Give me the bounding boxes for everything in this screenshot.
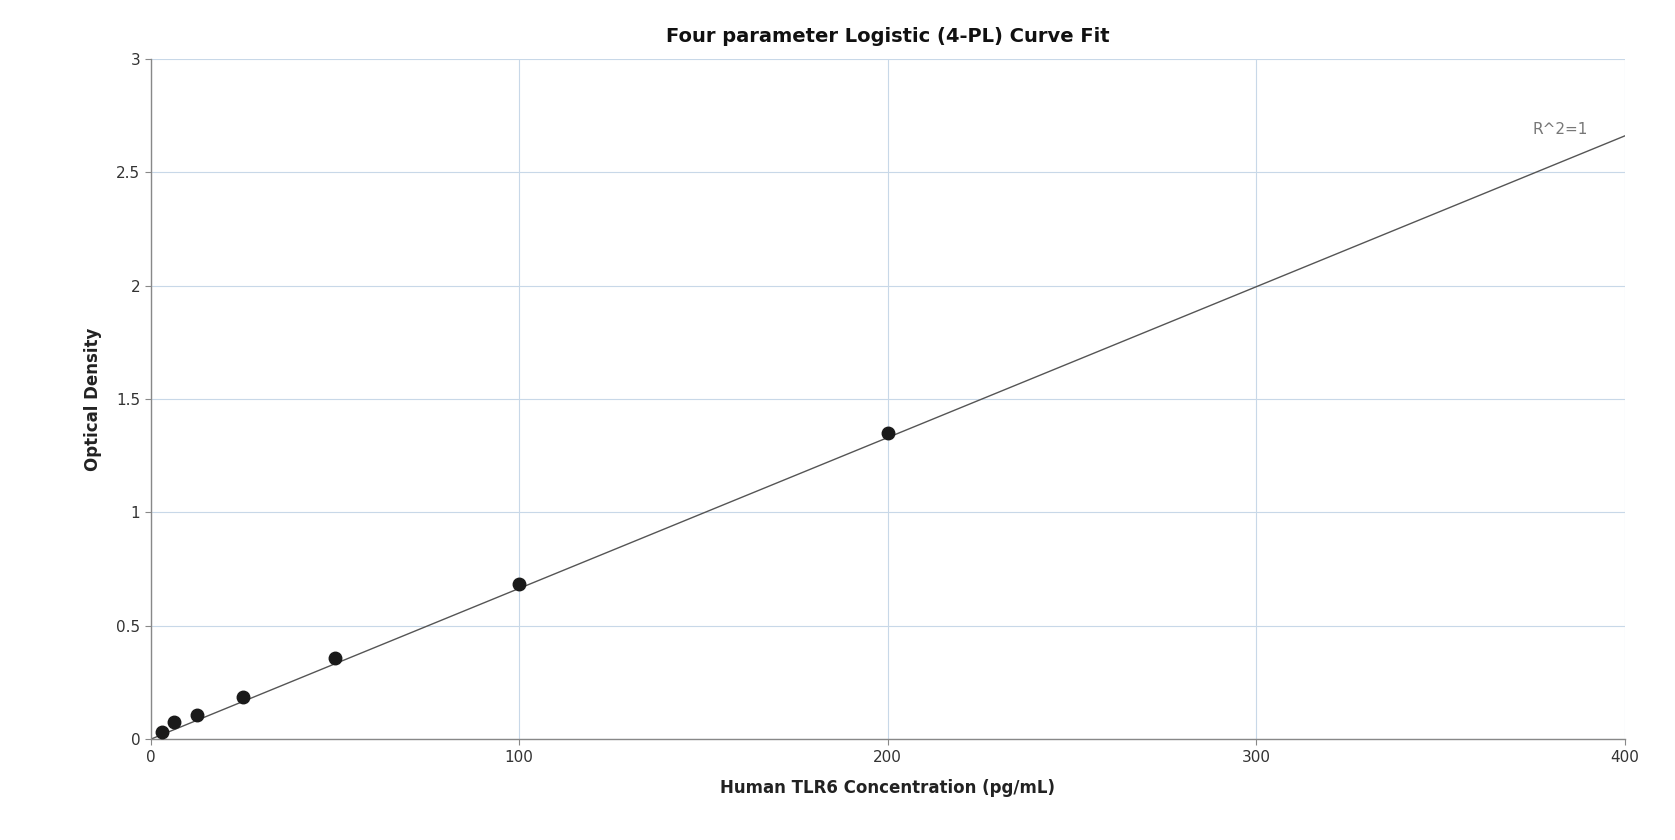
Point <box>149 725 176 738</box>
X-axis label: Human TLR6 Concentration (pg/mL): Human TLR6 Concentration (pg/mL) <box>720 779 1055 796</box>
Point <box>874 426 901 439</box>
Title: Four parameter Logistic (4-PL) Curve Fit: Four parameter Logistic (4-PL) Curve Fit <box>667 27 1109 46</box>
Point <box>322 651 348 664</box>
Point <box>184 709 211 722</box>
Text: R^2=1: R^2=1 <box>1533 123 1588 137</box>
Point <box>506 577 533 591</box>
Point <box>161 716 188 729</box>
Y-axis label: Optical Density: Optical Density <box>84 328 102 470</box>
Point <box>229 690 256 704</box>
